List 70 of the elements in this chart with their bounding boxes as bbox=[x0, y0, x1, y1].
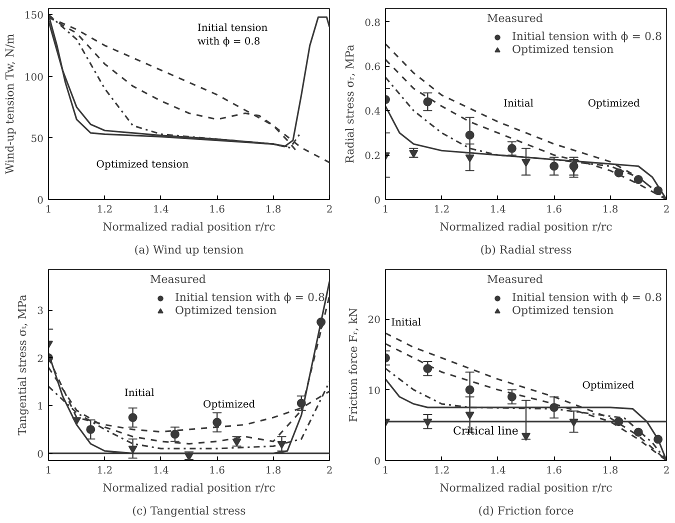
y-tick-label: 0 bbox=[37, 449, 44, 460]
x-tick-label: 1 bbox=[45, 204, 52, 216]
x-tick-label: 2 bbox=[326, 204, 333, 216]
annotation: Initial tension with ϕ = 0.8 bbox=[197, 23, 268, 48]
y-axis-title: Tangential stress σₜ, MPa bbox=[16, 294, 30, 436]
legend-label: Initial tension with ϕ = 0.8 bbox=[512, 30, 662, 43]
x-tick-label: 1.4 bbox=[490, 466, 506, 476]
y-tick-label: 0.4 bbox=[364, 106, 381, 118]
x-tick-label: 1 bbox=[382, 204, 389, 216]
y-axis-title: Friction force Fᵣ, kN bbox=[346, 307, 360, 422]
x-tick-label: 1.2 bbox=[96, 466, 113, 476]
y-tick-label: 0.6 bbox=[364, 62, 381, 74]
annotation: Optimized bbox=[582, 380, 635, 392]
legend-title: Measured bbox=[487, 12, 544, 25]
x-tick-label: 1.4 bbox=[152, 466, 169, 476]
x-tick-label: 1.4 bbox=[152, 204, 169, 216]
y-tick-label: 3 bbox=[37, 306, 44, 318]
text: (d) Friction force bbox=[478, 504, 574, 518]
x-axis-title: Normalized radial position r/rc bbox=[440, 220, 612, 234]
y-axis-title: Radial stress σᵣ, MPa bbox=[344, 44, 357, 164]
x-axis-title: Normalized radial position r/rc bbox=[440, 482, 612, 494]
annotation: Initial bbox=[124, 388, 154, 400]
y-tick-label: 0 bbox=[37, 196, 44, 206]
x-tick-label: 2 bbox=[663, 466, 670, 476]
y-tick-label: 50 bbox=[30, 134, 44, 145]
y-tick-label: 150 bbox=[24, 10, 44, 22]
annotation: Initial bbox=[391, 317, 422, 328]
x-tick-label: 1 bbox=[45, 466, 52, 476]
x-tick-label: 1 bbox=[382, 466, 389, 476]
x-tick-label: 1.8 bbox=[602, 466, 618, 476]
annotation: Initial bbox=[504, 98, 534, 110]
annotation: Optimized tension bbox=[96, 160, 190, 171]
ref-line-label: Critical line bbox=[452, 424, 518, 438]
y-tick-label: 2 bbox=[37, 354, 44, 365]
legend-title: Measured bbox=[150, 273, 207, 286]
text: (b) Radial stress bbox=[480, 244, 572, 256]
legend-label: Initial tension with ϕ = 0.8 bbox=[512, 291, 662, 304]
legend-title: Measured bbox=[487, 273, 544, 286]
y-axis-title: Wind-up tension Tw, N/m bbox=[3, 33, 16, 174]
annotation: Optimized bbox=[203, 400, 256, 411]
legend-label: Initial tension with ϕ = 0.8 bbox=[175, 291, 325, 304]
legend-label: Optimized tension bbox=[175, 304, 277, 317]
x-tick-label: 1.4 bbox=[490, 204, 506, 216]
y-tick-label: 0.2 bbox=[364, 151, 381, 162]
annotation: Optimized bbox=[588, 98, 641, 110]
y-tick-label: 0.8 bbox=[364, 18, 381, 29]
x-tick-label: 1.8 bbox=[265, 204, 282, 216]
x-tick-label: 1.6 bbox=[546, 204, 562, 216]
x-tick-label: 1.6 bbox=[546, 466, 562, 476]
x-tick-label: 1.6 bbox=[209, 204, 226, 216]
x-tick-label: 1.8 bbox=[265, 466, 282, 476]
text: (a) Wind up tension bbox=[134, 244, 244, 256]
y-tick-label: 10 bbox=[368, 386, 381, 397]
y-tick-label: 0 bbox=[374, 196, 381, 206]
y-tick-label: 1 bbox=[37, 402, 44, 413]
x-tick-label: 1.2 bbox=[434, 204, 450, 216]
x-tick-label: 2 bbox=[663, 204, 670, 216]
legend-label: Optimized tension bbox=[512, 304, 614, 317]
text: (c) Tangential stress bbox=[132, 504, 246, 518]
x-tick-label: 1.2 bbox=[96, 204, 113, 216]
x-axis-title: Normalized radial position r/rc bbox=[102, 220, 276, 234]
x-tick-label: 1.2 bbox=[434, 466, 450, 476]
x-axis-title: Normalized radial position r/rc bbox=[102, 482, 276, 494]
y-tick-label: 100 bbox=[24, 72, 44, 84]
y-tick-label: 20 bbox=[368, 315, 381, 326]
x-tick-label: 1.6 bbox=[209, 466, 226, 476]
x-tick-label: 2 bbox=[326, 466, 333, 476]
legend-label: Optimized tension bbox=[512, 43, 614, 56]
y-tick-label: 0 bbox=[374, 456, 381, 468]
x-tick-label: 1.8 bbox=[602, 204, 618, 216]
